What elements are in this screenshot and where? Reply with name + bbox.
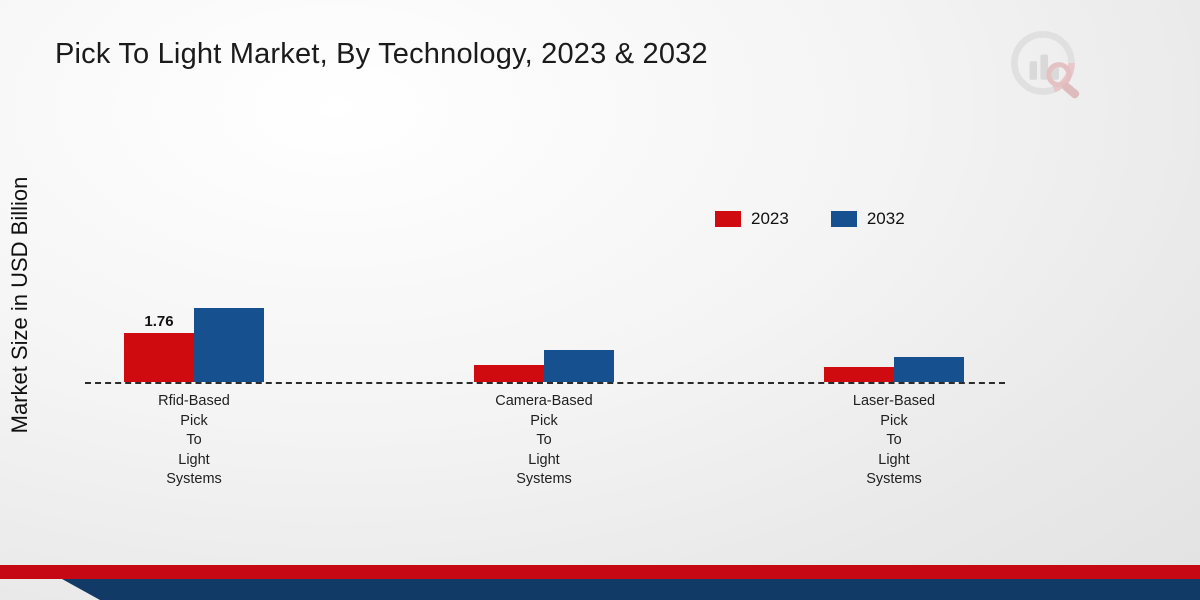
bar-group: 1.76 xyxy=(124,0,264,382)
x-axis-baseline xyxy=(85,382,1005,384)
category-label: Laser-Based Pick To Light Systems xyxy=(852,393,936,487)
bar-2032 xyxy=(894,356,964,382)
category-label: Rfid-Based Pick To Light Systems xyxy=(158,393,230,487)
bar-column xyxy=(474,365,544,382)
bar-2023 xyxy=(474,365,544,382)
category-label: Camera-Based Pick To Light Systems xyxy=(495,393,593,487)
bar-column xyxy=(894,356,964,382)
bar-2023 xyxy=(824,366,894,382)
footer-navy-stripe xyxy=(62,579,1200,600)
bar-group xyxy=(474,0,614,382)
bar-2032 xyxy=(544,349,614,382)
bar-value-label: 1.76 xyxy=(144,312,174,330)
bar-chart-magnifier-logo xyxy=(1011,31,1080,99)
legend: 2023 2032 xyxy=(715,209,905,229)
chart-title: Pick To Light Market, By Technology, 202… xyxy=(55,38,708,70)
bar-2023 xyxy=(124,332,194,382)
bar-2032 xyxy=(194,307,264,382)
legend-item-2023: 2023 xyxy=(715,209,789,229)
legend-item-2032: 2032 xyxy=(830,209,905,229)
legend-label: 2023 xyxy=(751,209,789,228)
legend-label: 2032 xyxy=(866,209,905,228)
legend-swatch xyxy=(830,211,857,227)
footer-red-stripe xyxy=(0,565,1200,579)
bar-column xyxy=(824,366,894,382)
bar-group xyxy=(824,0,964,382)
bar-column: 1.76 xyxy=(124,313,194,382)
legend-swatch xyxy=(715,211,741,227)
bar-column xyxy=(544,349,614,382)
bar-column xyxy=(194,307,264,382)
